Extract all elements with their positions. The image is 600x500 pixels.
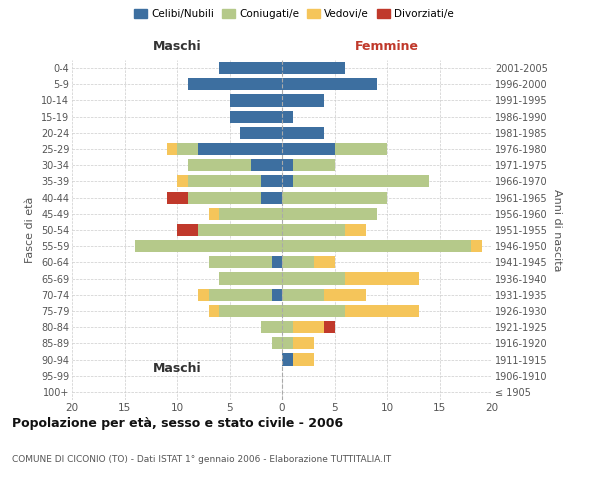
Bar [198, 143, 282, 155]
Bar [282, 176, 293, 188]
Bar [282, 159, 293, 172]
Bar [282, 127, 324, 139]
Bar [271, 288, 282, 301]
Bar [324, 321, 335, 333]
Bar [209, 208, 219, 220]
Legend: Celibi/Nubili, Coniugati/e, Vedovi/e, Divorziati/e: Celibi/Nubili, Coniugati/e, Vedovi/e, Di… [130, 5, 458, 24]
Bar [282, 321, 293, 333]
Y-axis label: Anni di nascita: Anni di nascita [551, 188, 562, 271]
Bar [282, 62, 345, 74]
Bar [240, 127, 282, 139]
Bar [271, 338, 282, 349]
Bar [282, 192, 387, 203]
Bar [167, 143, 177, 155]
Bar [293, 354, 314, 366]
Bar [293, 321, 324, 333]
Bar [282, 272, 345, 284]
Text: Maschi: Maschi [152, 362, 202, 376]
Bar [261, 192, 282, 203]
Bar [187, 78, 282, 90]
Bar [345, 224, 366, 236]
Bar [345, 272, 419, 284]
Text: Maschi: Maschi [152, 40, 202, 53]
Bar [229, 94, 282, 106]
Bar [293, 338, 314, 349]
Bar [209, 256, 271, 268]
Bar [324, 288, 366, 301]
Bar [135, 240, 282, 252]
Bar [177, 224, 198, 236]
Bar [177, 176, 187, 188]
Bar [282, 338, 293, 349]
Bar [187, 176, 261, 188]
Bar [282, 256, 314, 268]
Bar [187, 159, 251, 172]
Bar [187, 192, 261, 203]
Bar [209, 288, 271, 301]
Bar [293, 176, 429, 188]
Bar [261, 176, 282, 188]
Bar [282, 78, 377, 90]
Bar [282, 354, 293, 366]
Text: COMUNE DI CICONIO (TO) - Dati ISTAT 1° gennaio 2006 - Elaborazione TUTTITALIA.IT: COMUNE DI CICONIO (TO) - Dati ISTAT 1° g… [12, 455, 391, 464]
Bar [251, 159, 282, 172]
Bar [167, 192, 187, 203]
Bar [271, 256, 282, 268]
Bar [198, 224, 282, 236]
Bar [282, 240, 471, 252]
Bar [229, 110, 282, 122]
Bar [282, 288, 324, 301]
Text: Femmine: Femmine [355, 40, 419, 53]
Bar [219, 62, 282, 74]
Bar [345, 305, 419, 317]
Bar [219, 272, 282, 284]
Bar [209, 305, 219, 317]
Bar [314, 256, 335, 268]
Bar [282, 224, 345, 236]
Bar [261, 321, 282, 333]
Bar [198, 288, 209, 301]
Y-axis label: Fasce di età: Fasce di età [25, 197, 35, 263]
Bar [293, 159, 335, 172]
Bar [282, 110, 293, 122]
Bar [282, 208, 377, 220]
Bar [471, 240, 482, 252]
Bar [282, 94, 324, 106]
Bar [219, 208, 282, 220]
Text: Popolazione per età, sesso e stato civile - 2006: Popolazione per età, sesso e stato civil… [12, 418, 343, 430]
Bar [282, 305, 345, 317]
Bar [219, 305, 282, 317]
Bar [335, 143, 387, 155]
Bar [282, 143, 335, 155]
Bar [177, 143, 198, 155]
